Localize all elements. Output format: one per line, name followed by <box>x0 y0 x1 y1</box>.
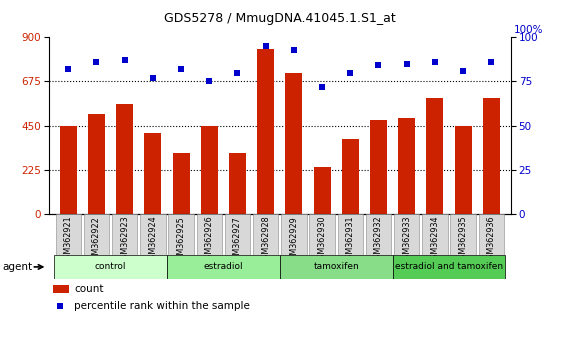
Point <box>92 59 101 65</box>
Bar <box>398 118 415 214</box>
Bar <box>422 214 448 255</box>
Text: GSM362921: GSM362921 <box>64 216 73 264</box>
Bar <box>172 153 190 214</box>
Bar <box>144 132 162 214</box>
Text: GSM362931: GSM362931 <box>346 216 355 264</box>
Text: GSM362926: GSM362926 <box>205 216 214 264</box>
Bar <box>280 255 393 279</box>
Text: GSM362927: GSM362927 <box>233 216 242 264</box>
Text: tamoxifen: tamoxifen <box>313 262 359 272</box>
Point <box>374 63 383 68</box>
Point <box>176 66 186 72</box>
Bar <box>201 126 218 214</box>
Bar <box>427 98 443 214</box>
Point <box>205 79 214 84</box>
Text: GSM362929: GSM362929 <box>289 216 299 264</box>
Text: GSM362922: GSM362922 <box>92 216 101 264</box>
Bar <box>229 153 246 214</box>
Text: estradiol: estradiol <box>204 262 243 272</box>
Point <box>486 59 496 65</box>
Point <box>402 61 411 67</box>
Bar <box>88 114 105 214</box>
Text: agent: agent <box>3 262 33 272</box>
Bar <box>112 214 138 255</box>
Bar <box>478 214 504 255</box>
Text: GSM362933: GSM362933 <box>402 216 411 264</box>
Bar <box>451 214 476 255</box>
Text: GSM362928: GSM362928 <box>261 216 270 264</box>
Bar <box>84 214 109 255</box>
Point <box>261 43 270 49</box>
Text: estradiol and tamoxifen: estradiol and tamoxifen <box>395 262 503 272</box>
Bar <box>253 214 279 255</box>
Text: GSM362936: GSM362936 <box>487 216 496 264</box>
Bar <box>168 214 194 255</box>
Point <box>431 59 440 65</box>
Text: GSM362925: GSM362925 <box>176 216 186 264</box>
Text: control: control <box>95 262 126 272</box>
Point <box>64 66 73 72</box>
Bar <box>483 98 500 214</box>
Point <box>345 70 355 75</box>
Text: count: count <box>74 284 103 294</box>
Text: GSM362924: GSM362924 <box>148 216 158 264</box>
Bar <box>309 214 335 255</box>
Text: GSM362934: GSM362934 <box>431 216 440 264</box>
Bar <box>366 214 391 255</box>
Bar <box>394 214 419 255</box>
Text: GSM362932: GSM362932 <box>374 216 383 264</box>
Bar <box>167 255 280 279</box>
Bar <box>53 285 69 293</box>
Bar <box>196 214 222 255</box>
Point <box>120 57 129 63</box>
Bar <box>225 214 250 255</box>
Bar <box>370 120 387 214</box>
Bar <box>455 126 472 214</box>
Bar <box>281 214 307 255</box>
Bar <box>342 139 359 214</box>
Point <box>459 68 468 74</box>
Text: GSM362935: GSM362935 <box>459 216 468 264</box>
Point <box>148 75 158 81</box>
Point <box>233 70 242 75</box>
Point <box>317 84 327 90</box>
Text: GSM362923: GSM362923 <box>120 216 129 264</box>
Point <box>55 303 65 308</box>
Bar <box>54 255 167 279</box>
Text: GDS5278 / MmugDNA.41045.1.S1_at: GDS5278 / MmugDNA.41045.1.S1_at <box>164 12 396 25</box>
Bar <box>257 49 274 214</box>
Bar <box>337 214 363 255</box>
Text: 100%: 100% <box>514 25 544 35</box>
Bar <box>286 73 303 214</box>
Text: GSM362930: GSM362930 <box>317 216 327 264</box>
Text: percentile rank within the sample: percentile rank within the sample <box>74 301 250 310</box>
Bar <box>393 255 505 279</box>
Bar <box>140 214 166 255</box>
Point <box>289 47 299 52</box>
Bar <box>60 126 77 214</box>
Bar <box>313 167 331 214</box>
Bar <box>55 214 81 255</box>
Bar <box>116 104 133 214</box>
